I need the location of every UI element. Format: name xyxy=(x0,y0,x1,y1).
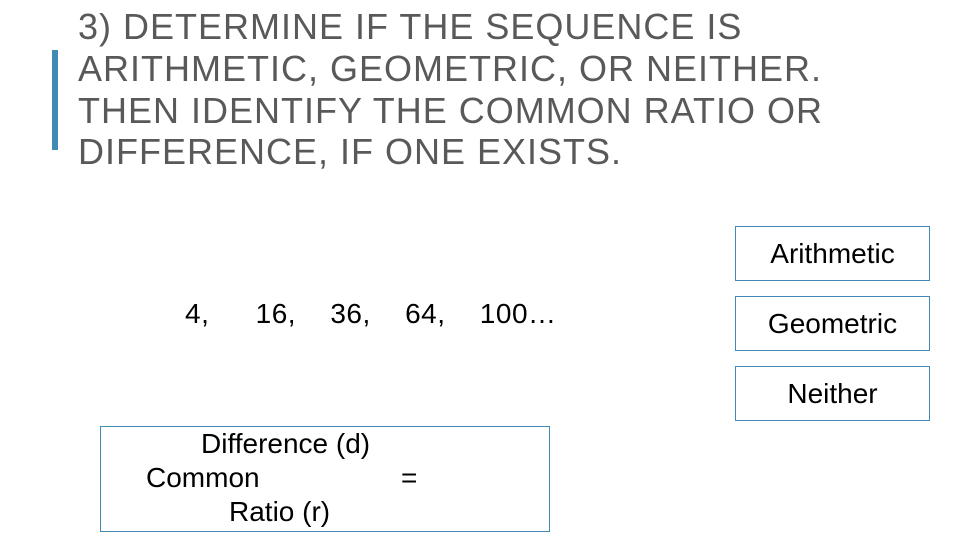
answer-geometric[interactable]: Geometric xyxy=(735,296,930,351)
term-5: 100… xyxy=(480,298,557,330)
term-3: 36, xyxy=(330,298,370,330)
question-heading: 3) DETERMINE IF THE SEQUENCE IS ARITHMET… xyxy=(78,6,908,173)
term-1: 4, xyxy=(185,298,209,330)
answer-arithmetic[interactable]: Arithmetic xyxy=(735,226,930,281)
formula-ratio: Ratio (r) xyxy=(229,495,330,529)
answer-neither[interactable]: Neither xyxy=(735,366,930,421)
term-4: 64, xyxy=(405,298,445,330)
formula-common: Common xyxy=(146,461,260,495)
sequence: 4, 16, 36, 64, 100… xyxy=(185,298,557,330)
answer-arithmetic-label: Arithmetic xyxy=(770,238,894,270)
answer-neither-label: Neither xyxy=(787,378,877,410)
formula-difference: Difference (d) xyxy=(201,427,370,461)
answer-geometric-label: Geometric xyxy=(768,308,897,340)
accent-bar xyxy=(52,50,58,150)
formula-box: Difference (d) Common = Ratio (r) xyxy=(100,426,550,532)
formula-equals: = xyxy=(401,461,417,495)
term-2: 16, xyxy=(256,298,296,330)
